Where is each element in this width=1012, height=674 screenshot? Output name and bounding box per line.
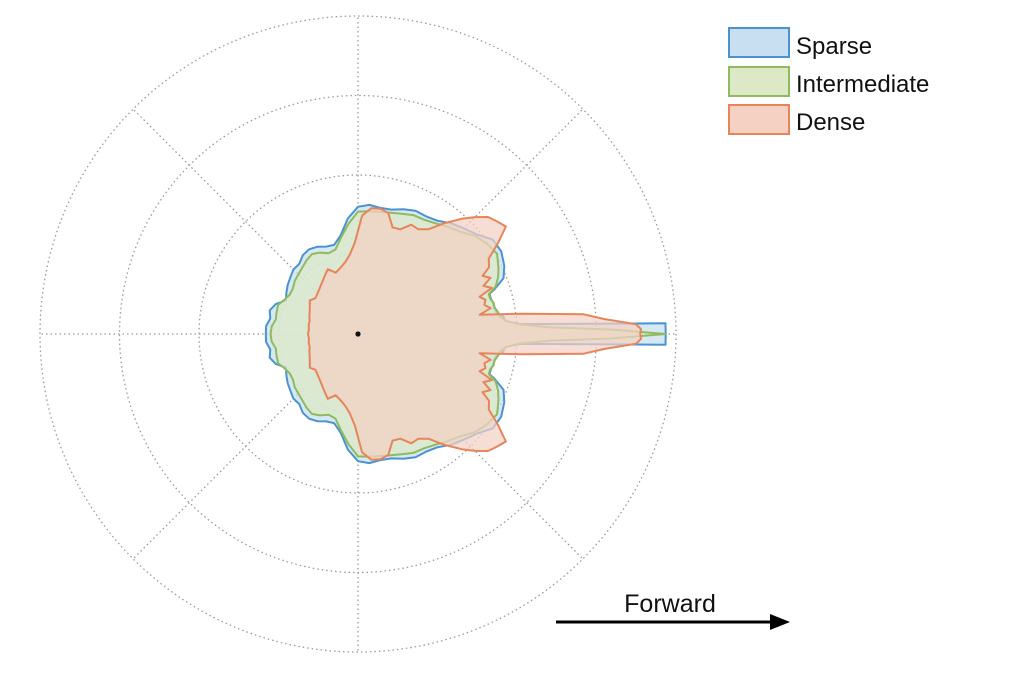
forward-annotation: Forward — [556, 590, 790, 630]
legend-swatch-intermediate — [728, 66, 790, 97]
legend-swatch-dense — [728, 104, 790, 135]
forward-label: Forward — [624, 590, 716, 618]
forward-arrow-icon — [770, 614, 790, 630]
grid-spoke-135 — [132, 108, 359, 335]
legend-label-sparse: Sparse — [796, 33, 872, 60]
legend: Sparse Intermediate Dense — [728, 27, 929, 136]
series-area-dense — [306, 207, 642, 461]
legend-label-intermediate: Intermediate — [796, 71, 929, 98]
grid-ring-4 — [39, 15, 677, 653]
legend-swatch-sparse — [728, 27, 790, 58]
legend-label-dense: Dense — [796, 109, 865, 136]
series-layer — [264, 203, 667, 465]
polar-center-dot — [355, 331, 361, 337]
